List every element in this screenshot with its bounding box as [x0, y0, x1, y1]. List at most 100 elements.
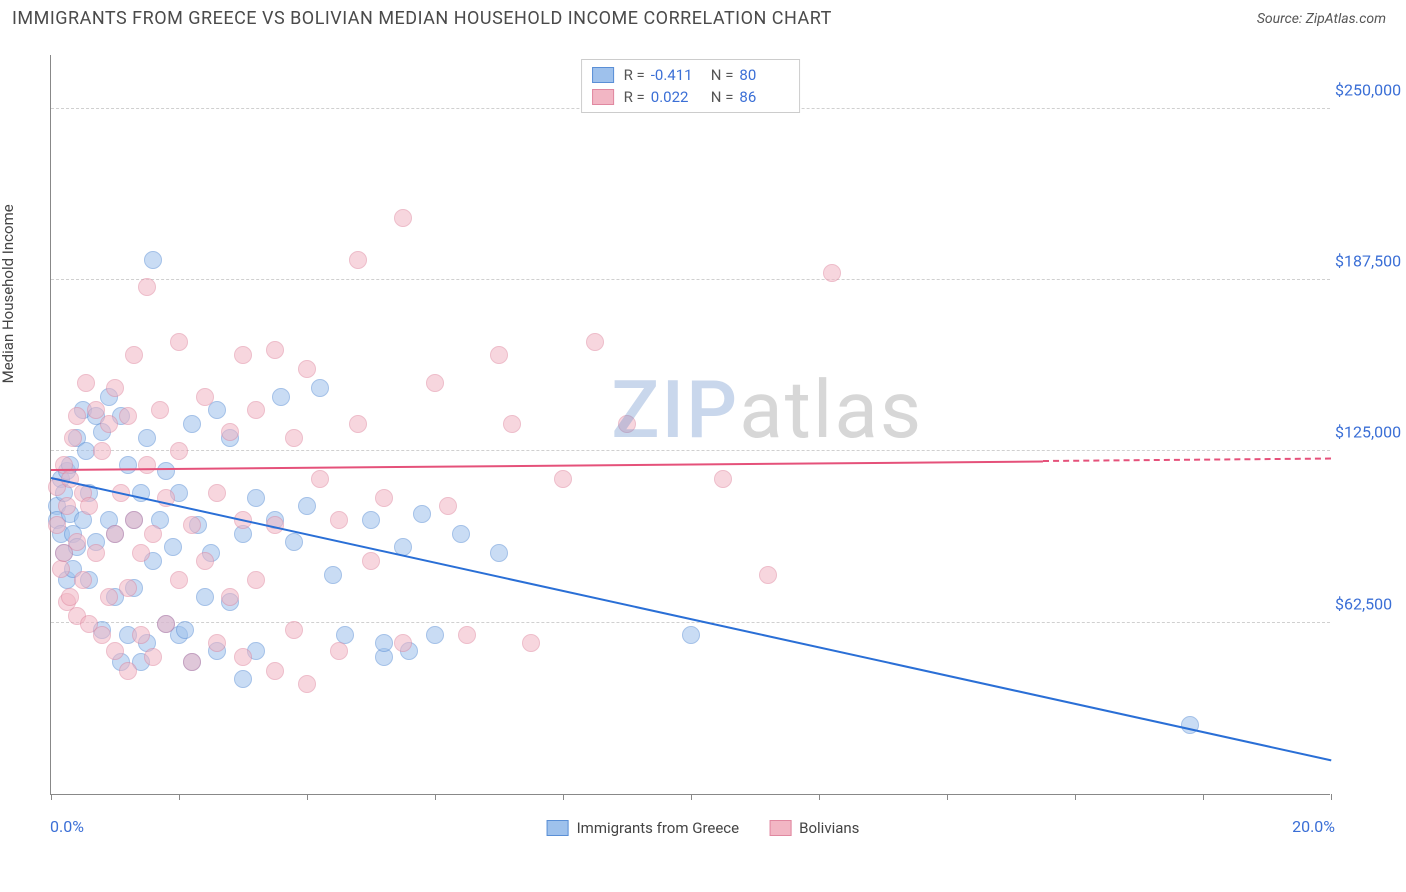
data-point-bolivians — [759, 566, 777, 584]
swatch-bolivians — [592, 89, 614, 105]
data-point-bolivians — [119, 579, 137, 597]
data-point-bolivians — [106, 525, 124, 543]
data-point-bolivians — [183, 516, 201, 534]
data-point-bolivians — [311, 470, 329, 488]
data-point-bolivians — [522, 634, 540, 652]
data-point-bolivians — [439, 497, 457, 515]
data-point-greece — [452, 525, 470, 543]
correlation-legend: R = -0.411 N = 80 R = 0.022 N = 86 — [581, 59, 801, 113]
data-point-greece — [362, 511, 380, 529]
data-point-bolivians — [80, 497, 98, 515]
trend-line — [51, 460, 1043, 470]
data-point-bolivians — [285, 429, 303, 447]
series-legend: Immigrants from Greece Bolivians — [547, 819, 860, 837]
data-point-greece — [157, 462, 175, 480]
legend-swatch-greece — [547, 820, 569, 836]
data-point-bolivians — [138, 456, 156, 474]
trend-line — [51, 477, 1331, 761]
r-value-bolivians: 0.022 — [651, 88, 701, 106]
y-tick-label: $187,500 — [1335, 252, 1405, 271]
data-point-bolivians — [144, 525, 162, 543]
data-point-bolivians — [618, 415, 636, 433]
data-point-bolivians — [52, 560, 70, 578]
trend-line — [1043, 458, 1331, 462]
data-point-bolivians — [426, 374, 444, 392]
data-point-bolivians — [208, 484, 226, 502]
data-point-greece — [490, 544, 508, 562]
data-point-bolivians — [208, 634, 226, 652]
swatch-greece — [592, 67, 614, 83]
gridline — [51, 622, 1330, 623]
data-point-greece — [298, 497, 316, 515]
x-axis-max-label: 20.0% — [1292, 817, 1335, 836]
n-value-bolivians: 86 — [739, 88, 789, 106]
data-point-bolivians — [74, 571, 92, 589]
data-point-bolivians — [349, 415, 367, 433]
x-tick — [1203, 794, 1204, 800]
gridline — [51, 279, 1330, 280]
data-point-greece — [375, 634, 393, 652]
data-point-bolivians — [64, 429, 82, 447]
data-point-greece — [234, 670, 252, 688]
r-label: R = — [624, 66, 645, 84]
n-label: N = — [711, 66, 734, 84]
chart-title: IMMIGRANTS FROM GREECE VS BOLIVIAN MEDIA… — [12, 8, 832, 29]
data-point-bolivians — [394, 209, 412, 227]
data-point-greece — [426, 626, 444, 644]
data-point-bolivians — [138, 278, 156, 296]
data-point-bolivians — [503, 415, 521, 433]
data-point-greece — [196, 588, 214, 606]
data-point-bolivians — [68, 407, 86, 425]
data-point-bolivians — [247, 401, 265, 419]
y-axis-label: Median Household Income — [0, 204, 17, 383]
data-point-bolivians — [196, 552, 214, 570]
data-point-bolivians — [375, 489, 393, 507]
legend-item-greece: Immigrants from Greece — [547, 819, 740, 837]
data-point-bolivians — [87, 544, 105, 562]
data-point-greece — [311, 379, 329, 397]
data-point-bolivians — [554, 470, 572, 488]
data-point-bolivians — [183, 653, 201, 671]
data-point-bolivians — [714, 470, 732, 488]
data-point-bolivians — [151, 401, 169, 419]
data-point-bolivians — [823, 264, 841, 282]
legend-label-bolivians: Bolivians — [799, 819, 859, 837]
data-point-greece — [324, 566, 342, 584]
data-point-bolivians — [170, 571, 188, 589]
x-tick — [435, 794, 436, 800]
data-point-greece — [138, 429, 156, 447]
watermark-atlas: atlas — [739, 363, 923, 457]
data-point-bolivians — [93, 442, 111, 460]
data-point-bolivians — [362, 552, 380, 570]
y-tick-label: $250,000 — [1335, 80, 1405, 99]
n-label: N = — [711, 88, 734, 106]
y-tick-label: $62,500 — [1335, 594, 1405, 613]
legend-swatch-bolivians — [769, 820, 791, 836]
data-point-greece — [247, 489, 265, 507]
x-tick — [563, 794, 564, 800]
data-point-bolivians — [196, 388, 214, 406]
r-label: R = — [624, 88, 645, 106]
gridline — [51, 450, 1330, 451]
data-point-bolivians — [106, 642, 124, 660]
watermark: ZIPatlas — [611, 363, 923, 457]
data-point-bolivians — [125, 346, 143, 364]
data-point-greece — [208, 401, 226, 419]
data-point-bolivians — [266, 341, 284, 359]
data-point-bolivians — [100, 588, 118, 606]
data-point-bolivians — [58, 497, 76, 515]
data-point-greece — [144, 251, 162, 269]
data-point-bolivians — [119, 662, 137, 680]
data-point-greece — [336, 626, 354, 644]
x-tick — [947, 794, 948, 800]
x-tick — [307, 794, 308, 800]
data-point-bolivians — [349, 251, 367, 269]
data-point-bolivians — [170, 333, 188, 351]
data-point-greece — [285, 533, 303, 551]
x-tick — [1331, 794, 1332, 800]
data-point-bolivians — [298, 675, 316, 693]
data-point-greece — [183, 415, 201, 433]
data-point-bolivians — [490, 346, 508, 364]
data-point-bolivians — [125, 511, 143, 529]
data-point-bolivians — [247, 571, 265, 589]
